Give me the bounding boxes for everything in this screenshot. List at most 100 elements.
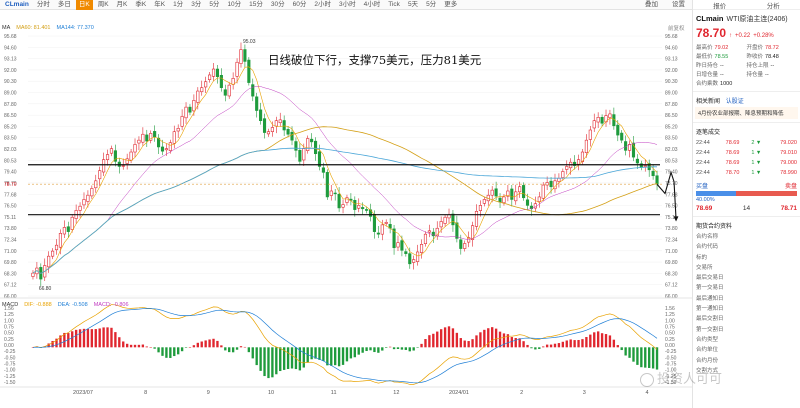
quote-panel: 报价 分析 CLmain WTI原油主连(2406) 78.70 ↑ +0.22… <box>692 0 800 408</box>
candle-body <box>211 68 216 77</box>
macd-value: MACD: -0.806 <box>93 302 129 308</box>
macd-bar <box>612 339 616 348</box>
macd-bar <box>133 344 137 348</box>
macd-bar <box>243 346 247 348</box>
candle-body <box>608 113 612 118</box>
y-tick-label-left: 79.40 <box>4 170 17 176</box>
buy-label: 买盘 <box>696 184 709 190</box>
overlay-button[interactable]: 叠加 <box>645 1 658 8</box>
macd-bar <box>51 340 54 348</box>
macd-bar <box>341 347 345 365</box>
period-tab[interactable]: 1分 <box>173 0 184 8</box>
candle-body <box>243 49 247 62</box>
contract-info-item: 第一交易日 <box>696 285 724 292</box>
period-tab[interactable]: 60分 <box>292 0 307 8</box>
contract-info-item: 第一通知日 <box>696 306 724 313</box>
period-tab[interactable]: 月K <box>116 0 128 8</box>
candle-body <box>522 185 526 199</box>
macd-tick-label-right: 1.25 <box>665 312 675 318</box>
buy-ratio-bar <box>696 191 737 196</box>
candle-body <box>576 159 581 165</box>
bid-ask-bar <box>696 191 797 196</box>
news-tag[interactable]: 认股证 <box>725 99 744 105</box>
kline-chart[interactable]: 95.68 95.68 94.60 94.60 93.13 93.13 92.00 92.00… <box>0 10 692 408</box>
y-tick-label-left: 77.68 <box>4 192 17 198</box>
candle-body <box>380 224 384 235</box>
adjust-label[interactable]: 前复权 <box>668 26 685 32</box>
candle-body <box>439 221 443 228</box>
macd-bar <box>365 347 368 352</box>
candle-body <box>494 188 498 197</box>
macd-tick-label: -1.25 <box>4 374 16 380</box>
period-tab[interactable]: 日K <box>75 0 93 10</box>
macd-bar <box>177 347 180 355</box>
symbol-label[interactable]: CLmain <box>5 0 29 8</box>
watermark-logo-icon <box>640 372 654 387</box>
y-tick-label: 93.13 <box>665 57 678 63</box>
period-tab[interactable]: 15分 <box>249 0 263 8</box>
macd-bar <box>141 344 145 348</box>
macd-bar <box>416 347 419 348</box>
stat-item: 最低价 78.55 <box>696 52 747 60</box>
period-tab[interactable]: 3分 <box>191 0 202 8</box>
ma-label[interactable]: MA <box>2 24 11 31</box>
macd-bar <box>549 344 553 348</box>
tab-analysis[interactable]: 分析 <box>766 2 780 10</box>
x-tick-label: 3 <box>583 390 586 396</box>
macd-bar <box>145 346 148 348</box>
period-tab[interactable]: 2小时 <box>314 0 331 8</box>
y-tick-label-left: 66.00 <box>4 294 17 300</box>
macd-bar <box>608 335 612 348</box>
x-tick-label: 2 <box>520 390 523 396</box>
period-tab[interactable]: 年K <box>154 0 166 8</box>
period-tab[interactable]: 3小时 <box>339 0 356 8</box>
stat-value: 78.72 <box>765 45 779 51</box>
period-tab[interactable]: 5分 <box>209 0 220 8</box>
x-tick-label: 10 <box>268 390 274 396</box>
candle-body <box>329 190 333 196</box>
macd-bar <box>59 335 62 348</box>
period-tab[interactable]: 5分 <box>426 0 437 8</box>
candle-body <box>431 231 435 237</box>
macd-bar <box>392 347 396 350</box>
period-tab[interactable]: 季K <box>135 0 147 8</box>
news-item[interactable]: 4月份农业部报期、降息预期和降低 <box>695 107 798 119</box>
settings-button[interactable]: 设置 <box>672 1 685 8</box>
candle-body <box>137 139 141 144</box>
tab-quote[interactable]: 报价 <box>713 2 727 10</box>
period-tab[interactable]: 更多 <box>444 0 458 8</box>
x-tick-label: 8 <box>144 390 147 396</box>
macd-bar <box>330 347 333 366</box>
period-tab[interactable]: 5天 <box>407 0 419 8</box>
y-tick-label: 77.68 <box>665 192 678 198</box>
period-tab[interactable]: 10分 <box>227 0 242 8</box>
period-tab[interactable]: Tick <box>388 0 400 8</box>
candle-body <box>573 161 577 166</box>
macd-bar <box>192 345 196 348</box>
y-tick-label-left: 95.68 <box>4 34 17 40</box>
macd-bar <box>424 339 427 348</box>
macd-bar <box>510 337 513 348</box>
candle-body <box>262 118 267 133</box>
period-tab[interactable]: 分时 <box>36 0 50 8</box>
candle-body <box>306 138 310 151</box>
y-tick-label-left: 92.00 <box>4 68 17 74</box>
period-tab[interactable]: 多日 <box>57 0 71 8</box>
y-tick-label-left: 68.30 <box>4 271 17 277</box>
low-label: 66.80 <box>39 286 52 292</box>
period-tab[interactable]: 周K <box>97 0 109 8</box>
tick-level: 79.000 <box>780 160 797 166</box>
candle-body <box>184 106 188 119</box>
macd-bar <box>589 334 592 348</box>
macd-bar <box>255 347 258 366</box>
candle-body <box>66 226 70 232</box>
contract-info-item: 合约类型 <box>696 336 719 343</box>
candle-body <box>498 197 502 203</box>
macd-line <box>32 308 658 384</box>
macd-bar <box>196 342 199 348</box>
macd-bar <box>114 332 117 348</box>
macd-label[interactable]: MACD <box>2 302 19 308</box>
tick-row: 22:44 78.69 2 ▼ 79.020 <box>693 138 800 148</box>
period-tab[interactable]: 4小时 <box>363 0 381 8</box>
period-tab[interactable]: 30分 <box>270 0 285 8</box>
